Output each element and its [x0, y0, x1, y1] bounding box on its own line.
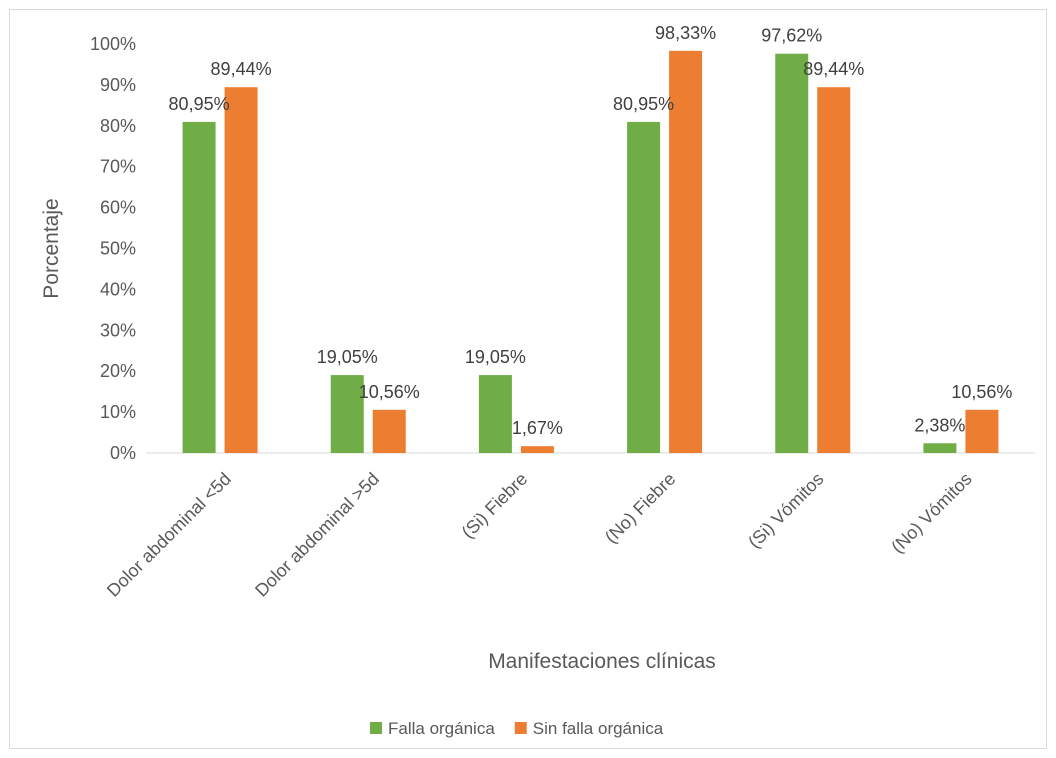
data-label: 19,05%: [465, 347, 526, 367]
data-label: 1,67%: [512, 418, 563, 438]
bar-falla: [627, 121, 661, 454]
bar-falla: [478, 375, 512, 453]
legend: Falla orgánica Sin falla orgánica: [370, 719, 664, 738]
x-tick-label: (No) Fiebre: [601, 469, 680, 548]
bar-chart: 0% 10% 20% 30% 40% 50% 60% 70% 80% 90% 100% 80,95%…: [40, 23, 1035, 738]
bar-falla: [182, 121, 216, 454]
y-tick-label: 60%: [100, 198, 136, 218]
x-tick-label: Dolor abdominal <5d: [103, 469, 235, 601]
y-tick-label: 10%: [100, 402, 136, 422]
y-tick-label: 90%: [100, 75, 136, 95]
y-tick-label: 40%: [100, 279, 136, 299]
bar-falla: [775, 53, 809, 454]
bar-sin-falla: [520, 446, 554, 453]
chart-area: 0% 10% 20% 30% 40% 50% 60% 70% 80% 90% 100% 80,95%…: [9, 9, 1047, 749]
data-label: 89,44%: [211, 59, 272, 79]
y-tick-label: 0%: [110, 443, 136, 463]
bar-sin-falla: [817, 87, 851, 453]
bar-sin-falla: [224, 87, 258, 453]
bar-falla: [330, 375, 364, 453]
data-label: 19,05%: [317, 347, 378, 367]
legend-swatch: [514, 722, 527, 734]
x-tick-label: Dolor abdominal >5d: [251, 469, 383, 601]
bar-sin-falla: [669, 50, 703, 454]
y-tick-label: 70%: [100, 157, 136, 177]
data-label: 80,95%: [169, 94, 230, 114]
x-tick-label: (Si) Fiebre: [458, 469, 532, 543]
x-axis-ticks: Dolor abdominal <5d Dolor abdominal >5d (S…: [103, 469, 976, 601]
data-label: 80,95%: [613, 94, 674, 114]
data-label: 10,56%: [359, 382, 420, 402]
bar-sin-falla: [965, 409, 999, 453]
y-tick-label: 20%: [100, 361, 136, 381]
bar-falla: [923, 443, 957, 453]
x-tick-label: (Si) Vómitos: [744, 469, 827, 552]
x-tick-label: (No) Vómitos: [887, 469, 975, 557]
legend-label: Falla orgánica: [388, 719, 495, 738]
y-axis-ticks: 0% 10% 20% 30% 40% 50% 60% 70% 80% 90% 100%: [90, 34, 136, 463]
data-label: 2,38%: [914, 415, 965, 435]
bar-sin-falla: [372, 409, 406, 453]
x-axis-title: Manifestaciones clínicas: [488, 650, 716, 673]
legend-swatch: [370, 722, 382, 734]
y-tick-label: 80%: [100, 116, 136, 136]
data-label: 97,62%: [761, 26, 822, 46]
y-tick-label: 30%: [100, 320, 136, 340]
legend-label: Sin falla orgánica: [533, 719, 664, 738]
data-labels: 80,95% 89,44% 19,05% 10,56% 19,05% 1,67% 80,95…: [169, 23, 1013, 438]
data-label: 98,33%: [655, 23, 716, 43]
y-tick-label: 100%: [90, 34, 136, 54]
bars: [182, 50, 999, 454]
y-axis-title: Porcentaje: [40, 198, 63, 298]
data-label: 10,56%: [951, 382, 1012, 402]
data-label: 89,44%: [803, 59, 864, 79]
y-tick-label: 50%: [100, 239, 136, 259]
